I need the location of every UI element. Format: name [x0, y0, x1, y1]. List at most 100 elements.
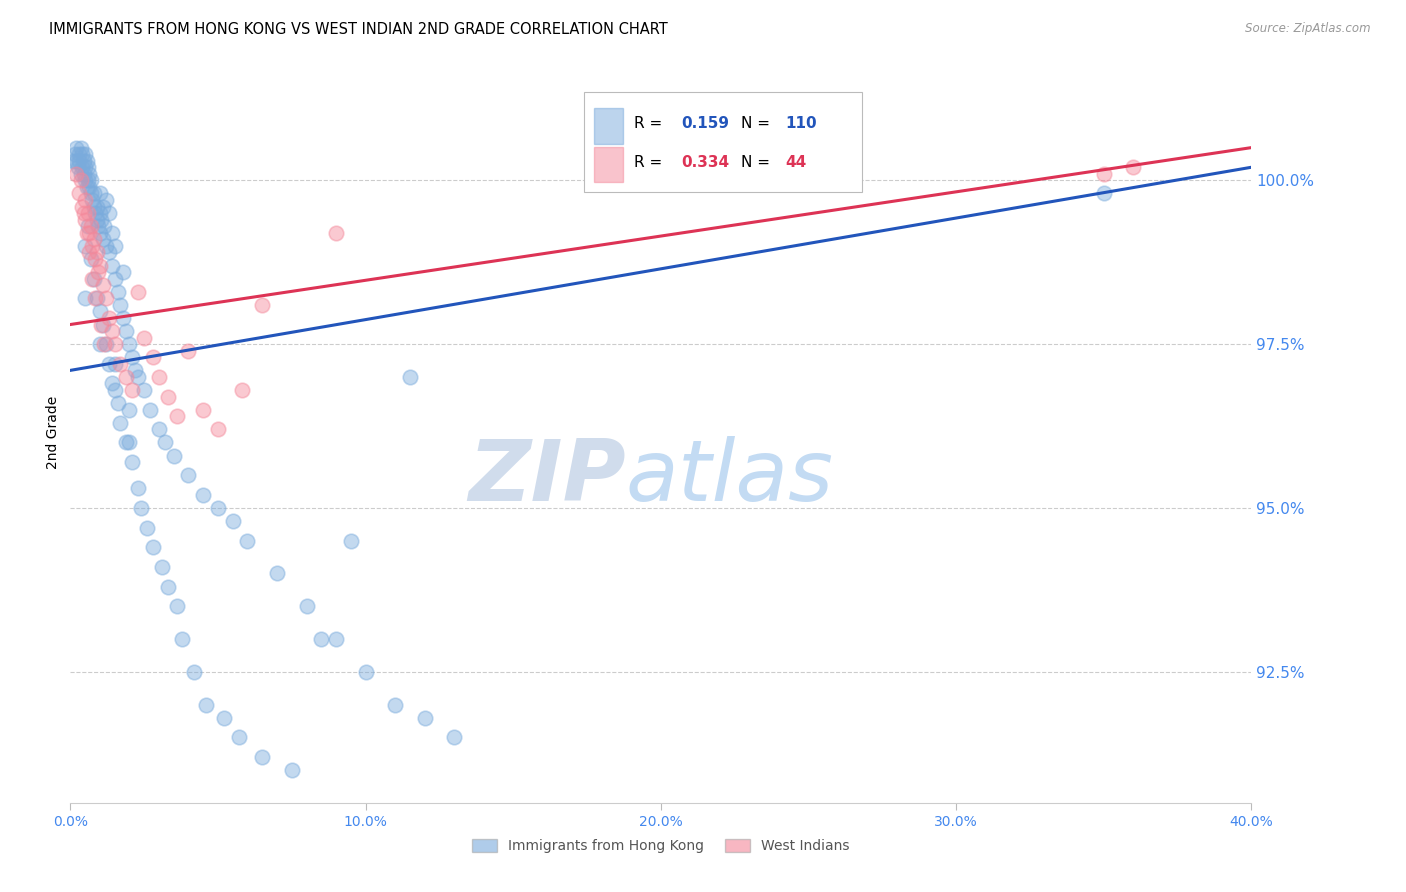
Point	[75, 161, 96, 175]
Point	[107, 285, 129, 299]
Point	[93, 219, 115, 234]
Point	[82, 271, 104, 285]
Point	[89, 304, 111, 318]
Text: N =: N =	[741, 116, 775, 130]
Point	[69, 167, 91, 181]
Point	[136, 521, 159, 535]
Point	[65, 153, 87, 168]
Point	[82, 239, 104, 253]
Point	[65, 167, 87, 181]
Point	[83, 232, 105, 246]
Text: 0.159: 0.159	[681, 116, 728, 130]
Point	[250, 750, 273, 764]
Point	[91, 278, 114, 293]
Point	[84, 206, 107, 220]
Point	[100, 226, 122, 240]
Point	[132, 383, 156, 397]
Text: atlas: atlas	[626, 435, 834, 518]
Point	[384, 698, 406, 712]
Point	[191, 402, 214, 417]
Point	[94, 291, 117, 305]
Text: Source: ZipAtlas.com: Source: ZipAtlas.com	[1246, 22, 1371, 36]
Point	[112, 310, 135, 325]
Point	[156, 580, 179, 594]
Point	[127, 481, 149, 495]
Point	[91, 232, 114, 246]
Point	[127, 285, 149, 299]
Point	[67, 153, 90, 168]
Point	[90, 212, 112, 227]
Point	[86, 200, 108, 214]
Point	[86, 291, 108, 305]
Point	[443, 731, 465, 745]
Point	[89, 259, 111, 273]
Point	[228, 731, 250, 745]
Point	[75, 212, 96, 227]
Point	[83, 271, 105, 285]
Bar	[593, 147, 623, 182]
Point	[75, 193, 96, 207]
Point	[87, 219, 110, 234]
Text: 44: 44	[785, 155, 806, 169]
Point	[1092, 167, 1115, 181]
Point	[1092, 186, 1115, 201]
Text: 110: 110	[785, 116, 817, 130]
Point	[121, 383, 143, 397]
Point	[84, 252, 107, 266]
Point	[325, 632, 347, 646]
Point	[118, 337, 141, 351]
Point	[83, 200, 105, 214]
Point	[110, 357, 132, 371]
Point	[97, 310, 120, 325]
Point	[80, 252, 103, 266]
Point	[104, 357, 127, 371]
Text: ZIP: ZIP	[468, 435, 626, 518]
Point	[79, 226, 101, 240]
Point	[69, 140, 91, 154]
Point	[75, 291, 96, 305]
Point	[72, 153, 94, 168]
Point	[62, 153, 84, 168]
Point	[153, 435, 176, 450]
Point	[80, 173, 103, 187]
Point	[124, 363, 146, 377]
Point	[112, 265, 135, 279]
Point	[195, 698, 218, 712]
Point	[118, 435, 141, 450]
Point	[76, 153, 98, 168]
Point	[72, 167, 94, 181]
Point	[142, 541, 165, 555]
Point	[1122, 161, 1144, 175]
Point	[79, 167, 101, 181]
Text: R =: R =	[634, 116, 666, 130]
Point	[89, 206, 111, 220]
Point	[94, 337, 117, 351]
Point	[212, 711, 235, 725]
Point	[86, 212, 108, 227]
Point	[236, 533, 259, 548]
Point	[91, 318, 114, 332]
Text: N =: N =	[741, 155, 775, 169]
Point	[89, 226, 111, 240]
Point	[77, 173, 100, 187]
Point	[222, 514, 245, 528]
FancyBboxPatch shape	[583, 92, 862, 192]
Point	[148, 370, 170, 384]
Point	[70, 147, 93, 161]
Point	[82, 193, 104, 207]
Point	[93, 337, 115, 351]
Point	[79, 180, 101, 194]
Point	[110, 298, 132, 312]
Point	[75, 239, 96, 253]
Point	[166, 599, 188, 614]
Point	[325, 226, 347, 240]
Point	[150, 560, 173, 574]
Point	[110, 416, 132, 430]
Point	[266, 566, 288, 581]
Point	[97, 245, 120, 260]
Point	[115, 435, 138, 450]
Point	[86, 245, 108, 260]
Point	[177, 468, 200, 483]
Point	[77, 206, 100, 220]
Point	[79, 245, 101, 260]
